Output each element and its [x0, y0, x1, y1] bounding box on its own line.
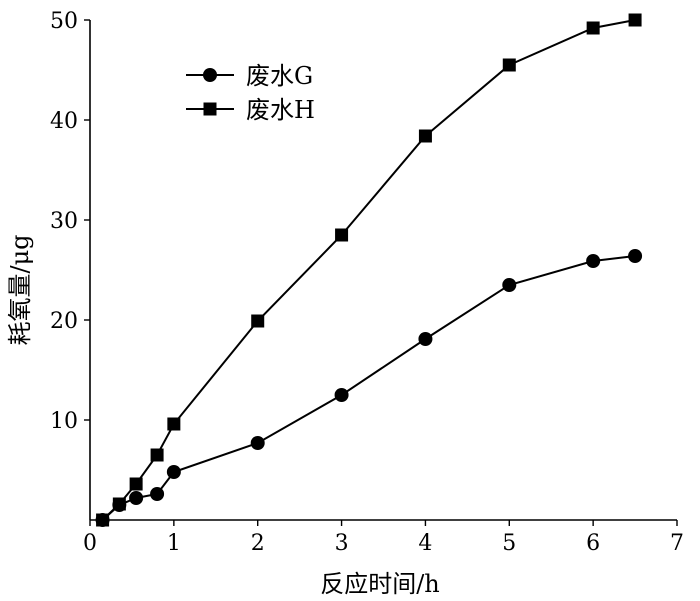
x-tick-label: 4: [418, 531, 432, 556]
y-tick-label: 40: [50, 109, 78, 134]
legend-label: 废水H: [246, 96, 315, 124]
data-point: [167, 417, 181, 431]
x-axis-title: 反应时间/h: [320, 570, 440, 598]
data-point: [250, 436, 265, 450]
data-point: [418, 332, 433, 346]
y-tick-label: 50: [50, 9, 78, 34]
data-point: [96, 513, 110, 527]
data-point: [628, 249, 643, 263]
x-tick-label: 6: [586, 531, 600, 556]
data-point: [166, 465, 181, 479]
data-point: [335, 228, 349, 242]
data-point: [586, 254, 601, 268]
x-tick-label: 2: [251, 531, 265, 556]
legend-label: 废水G: [246, 62, 313, 90]
y-axis-title: 耗氧量/μg: [6, 234, 34, 345]
data-point: [150, 487, 165, 501]
data-point: [334, 388, 349, 402]
legend: 废水G 废水H: [186, 62, 315, 124]
series-layer: [95, 13, 643, 527]
series-line: [101, 255, 636, 521]
x-tick-label: 7: [670, 531, 684, 556]
data-point: [112, 497, 126, 511]
axes: [89, 20, 677, 521]
data-point: [129, 491, 144, 505]
y-tick-label: 30: [50, 209, 78, 234]
legend-marker: [203, 102, 217, 116]
data-point: [129, 477, 143, 491]
x-tick-label: 5: [502, 531, 516, 556]
data-point: [150, 448, 164, 462]
y-tick-label: 10: [50, 409, 78, 434]
series-2: [96, 13, 642, 527]
data-point: [628, 13, 642, 27]
data-point: [586, 21, 600, 35]
x-tick-label: 3: [335, 531, 349, 556]
legend-entry: 废水H: [186, 96, 315, 124]
ticks: 0 1 2 3 4 5 6 7 10 20 30 40 50: [50, 9, 684, 556]
data-point: [502, 278, 517, 292]
x-tick-label: 1: [167, 531, 181, 556]
data-point: [251, 314, 265, 328]
x-tick-label: 0: [83, 531, 97, 556]
data-point: [418, 129, 432, 143]
legend-entry: 废水G: [186, 62, 313, 90]
data-point: [502, 58, 516, 72]
series-1: [95, 249, 643, 527]
y-tick-label: 20: [50, 309, 78, 334]
legend-marker: [203, 68, 217, 82]
series-line: [101, 19, 636, 521]
